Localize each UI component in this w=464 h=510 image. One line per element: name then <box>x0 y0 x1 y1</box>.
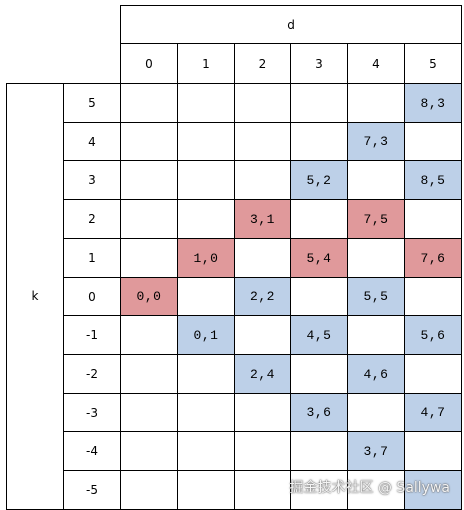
grid-cell-empty <box>177 470 235 510</box>
d-header-cell: 3 <box>290 43 348 84</box>
grid-cell-empty <box>177 393 235 432</box>
grid-cell-empty <box>347 160 405 200</box>
grid-cell-empty <box>234 431 291 471</box>
grid-cell-empty <box>120 354 178 394</box>
grid-cell-blue: 3,7 <box>347 431 405 471</box>
grid-cell-empty <box>120 122 178 161</box>
grid-cell-empty <box>120 83 178 123</box>
grid-cell-empty <box>120 431 178 471</box>
k-header-cell: 3 <box>63 160 121 200</box>
grid-cell-empty <box>404 277 462 316</box>
grid-cell-empty <box>177 160 235 200</box>
grid-cell-empty <box>234 160 291 200</box>
grid-cell-empty <box>290 199 348 239</box>
grid-cell-blue: 4,7 <box>404 393 462 432</box>
grid-cell-empty <box>347 393 405 432</box>
k-header-cell: 4 <box>63 122 121 161</box>
grid-cell-red: 1,0 <box>177 238 235 278</box>
k-header-cell: -5 <box>63 470 121 510</box>
grid-cell-empty <box>234 83 291 123</box>
grid-cell-empty <box>177 354 235 394</box>
grid-cell-red: 7,5 <box>347 199 405 239</box>
grid-cell-empty <box>347 83 405 123</box>
k-header-cell: -1 <box>63 315 121 355</box>
grid-cell-red: 3,1 <box>234 199 291 239</box>
grid-cell-empty <box>120 160 178 200</box>
grid-cell-empty <box>347 315 405 355</box>
grid-cell-empty <box>177 277 235 316</box>
grid-cell-red: 7,6 <box>404 238 462 278</box>
d-header-cell: 4 <box>347 43 405 84</box>
grid-cell-blue: 7,3 <box>347 122 405 161</box>
grid-cell-empty <box>120 470 178 510</box>
grid-cell-blue: 8,3 <box>404 83 462 123</box>
grid-cell-blue: 2,4 <box>234 354 291 394</box>
grid-cell-blue: 4,6 <box>347 354 405 394</box>
k-header-cell: -3 <box>63 393 121 432</box>
grid-cell-blue: 5,2 <box>290 160 348 200</box>
grid-cell-red: 5,4 <box>290 238 348 278</box>
grid-cell-empty <box>234 122 291 161</box>
k-header-cell: -2 <box>63 354 121 394</box>
grid-cell-empty <box>290 470 348 510</box>
grid-cell-empty <box>347 238 405 278</box>
d-header-cell: 5 <box>404 43 462 84</box>
d-header-cell: 1 <box>177 43 235 84</box>
grid-cell-blue: 5,6 <box>404 315 462 355</box>
col-header-d: d <box>120 5 462 44</box>
grid-cell-empty <box>177 122 235 161</box>
grid-cell-empty <box>120 393 178 432</box>
grid-cell-empty <box>177 199 235 239</box>
grid-cell-empty <box>177 83 235 123</box>
k-header-cell: 1 <box>63 238 121 278</box>
grid-cell-empty <box>120 315 178 355</box>
grid-cell-empty <box>177 431 235 471</box>
grid-cell-empty <box>290 122 348 161</box>
grid-cell-empty <box>404 199 462 239</box>
grid-cell-blue: 5,5 <box>347 277 405 316</box>
k-header-cell: 0 <box>63 277 121 316</box>
grid-cell-empty <box>234 238 291 278</box>
grid-cell-empty <box>404 122 462 161</box>
grid-cell-blue: 2,2 <box>234 277 291 316</box>
grid-cell-empty <box>290 354 348 394</box>
grid-cell-blue: 8,5 <box>404 160 462 200</box>
k-header-cell: 2 <box>63 199 121 239</box>
grid-cell-empty <box>120 238 178 278</box>
grid-cell-empty <box>404 354 462 394</box>
grid-cell-empty <box>404 431 462 471</box>
grid-cell-empty <box>234 315 291 355</box>
grid-cell-red: 0,0 <box>120 277 178 316</box>
grid-cell-blue <box>404 470 462 510</box>
k-header-cell: -4 <box>63 431 121 471</box>
grid-cell-empty <box>234 470 291 510</box>
grid-cell-blue: 3,6 <box>290 393 348 432</box>
grid-cell-empty <box>120 199 178 239</box>
grid-cell-empty <box>347 470 405 510</box>
grid-cell-empty <box>290 277 348 316</box>
grid-cell-empty <box>234 393 291 432</box>
d-header-cell: 2 <box>234 43 291 84</box>
row-header-k: k <box>6 83 64 510</box>
grid-cell-blue: 4,5 <box>290 315 348 355</box>
grid-cell-empty <box>290 431 348 471</box>
grid-cell-empty <box>290 83 348 123</box>
d-header-cell: 0 <box>120 43 178 84</box>
k-header-cell: 5 <box>63 83 121 123</box>
grid-cell-blue: 0,1 <box>177 315 235 355</box>
